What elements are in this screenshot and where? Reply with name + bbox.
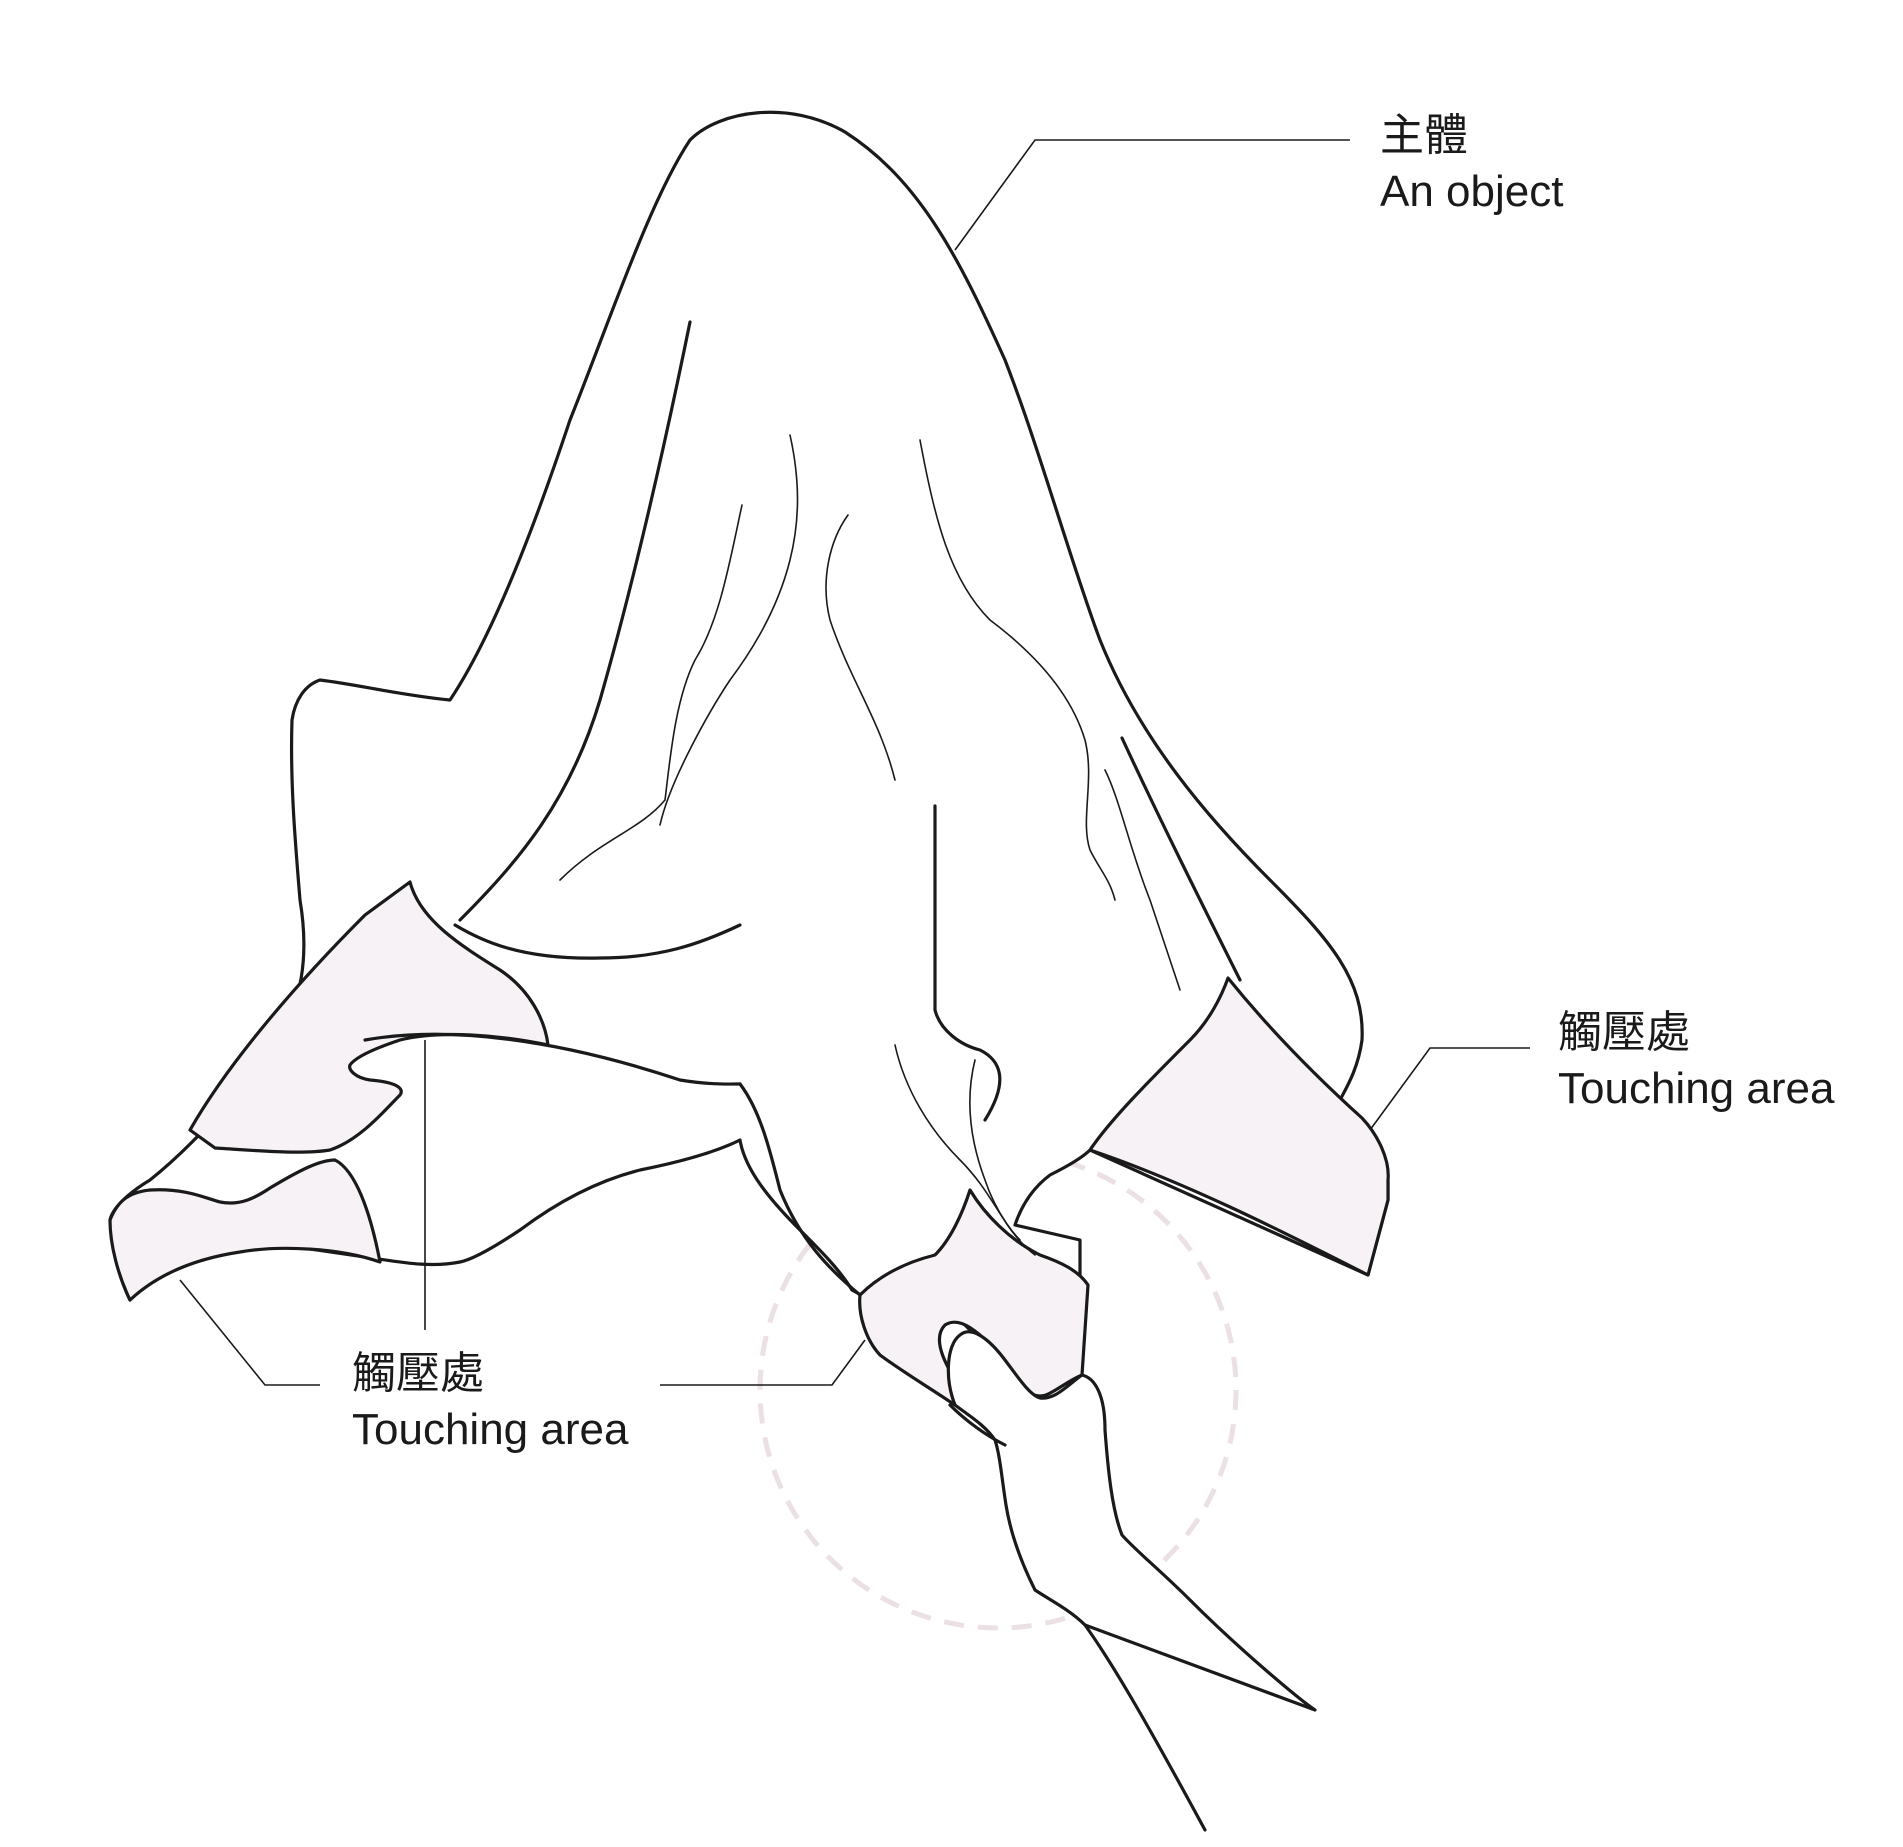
label-object-en: An object [1380, 167, 1564, 216]
crease-line [659, 434, 799, 826]
label-touching-area-right-zh: 觸壓處 [1558, 1007, 1690, 1058]
label-touching-area-left: 觸壓處 Touching area [352, 1346, 628, 1458]
crease-line [1104, 769, 1181, 991]
crease-line [825, 514, 896, 781]
object-body [108, 110, 1390, 1385]
leader-touch-left-lower [179, 1279, 320, 1386]
forearm-line [1083, 1623, 1207, 1832]
hand-fold [948, 1403, 1007, 1447]
touching-area-left-upper [188, 880, 550, 1154]
fold-line [933, 804, 1002, 1122]
fold-line [363, 1032, 742, 1086]
touching-area-right [1088, 976, 1390, 1277]
leader-object [954, 139, 1350, 251]
hand [946, 1330, 1317, 1712]
crease-line [919, 439, 1116, 901]
fold-line [458, 320, 692, 922]
label-touching-area-right: 觸壓處 Touching area [1558, 1005, 1834, 1117]
fold-line [1120, 736, 1242, 982]
fold-line [738, 1082, 862, 1297]
focus-ring [757, 1149, 1239, 1631]
leader-touch-right [1369, 1047, 1530, 1131]
leader-touch-center [660, 1339, 866, 1386]
touching-area-left-lower [108, 1158, 382, 1302]
label-object-zh: 主體 [1380, 110, 1468, 161]
label-object: 主體 An object [1380, 108, 1563, 220]
label-touching-area-left-en: Touching area [352, 1405, 629, 1454]
crease-line [894, 1044, 1021, 1241]
crease-line [559, 504, 743, 881]
label-touching-area-left-zh: 觸壓處 [352, 1348, 484, 1399]
fold-line [453, 923, 742, 960]
label-touching-area-right-en: Touching area [1558, 1064, 1835, 1113]
